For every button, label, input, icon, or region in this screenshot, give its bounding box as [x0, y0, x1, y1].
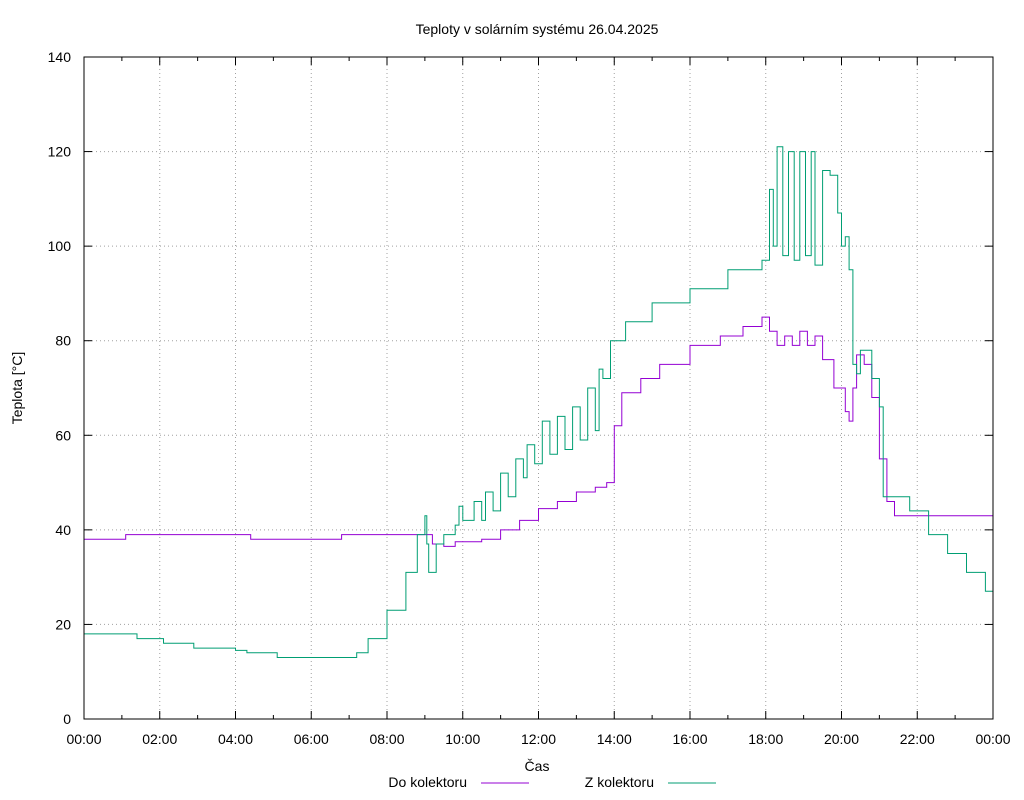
- x-axis-label: Čas: [525, 758, 550, 774]
- series-layer: [84, 146, 994, 658]
- y-tick-label: 40: [55, 522, 71, 538]
- legend-label-do-kolektoru: Do kolektoru: [388, 774, 467, 790]
- y-axis-label: Teplota [°C]: [9, 352, 25, 425]
- y-tick-label: 20: [55, 616, 71, 632]
- x-tick-label: 22:00: [900, 731, 935, 747]
- ticks: [83, 56, 994, 720]
- chart-title: Teploty v solárním systému 26.04.2025: [416, 21, 659, 37]
- y-tick-label: 140: [48, 49, 72, 65]
- series-line-do-kolektoru: [84, 316, 994, 547]
- tick-labels: 00:00 02:00 04:00 06:00 08:00 10:00 12:00 14:00…: [48, 49, 1011, 747]
- x-tick-label: 12:00: [521, 731, 556, 747]
- x-tick-label: 04:00: [218, 731, 253, 747]
- series-line-z-kolektoru: [84, 146, 994, 658]
- x-tick-label: 00:00: [975, 731, 1010, 747]
- legend-label-z-kolektoru: Z kolektoru: [585, 774, 654, 790]
- x-tick-label: 08:00: [369, 731, 404, 747]
- x-tick-label: 20:00: [824, 731, 859, 747]
- x-tick-label: 14:00: [597, 731, 632, 747]
- x-tick-label: 00:00: [66, 731, 101, 747]
- x-tick-label: 02:00: [142, 731, 177, 747]
- y-tick-label: 60: [55, 427, 71, 443]
- x-tick-label: 10:00: [445, 731, 480, 747]
- x-tick-label: 18:00: [748, 731, 783, 747]
- legend: Do kolektoru Z kolektoru: [388, 774, 716, 790]
- y-tick-label: 120: [48, 144, 72, 160]
- y-tick-label: 80: [55, 333, 71, 349]
- x-tick-label: 16:00: [672, 731, 707, 747]
- x-tick-label: 06:00: [294, 731, 329, 747]
- y-tick-label: 0: [63, 711, 71, 727]
- y-tick-label: 100: [48, 238, 72, 254]
